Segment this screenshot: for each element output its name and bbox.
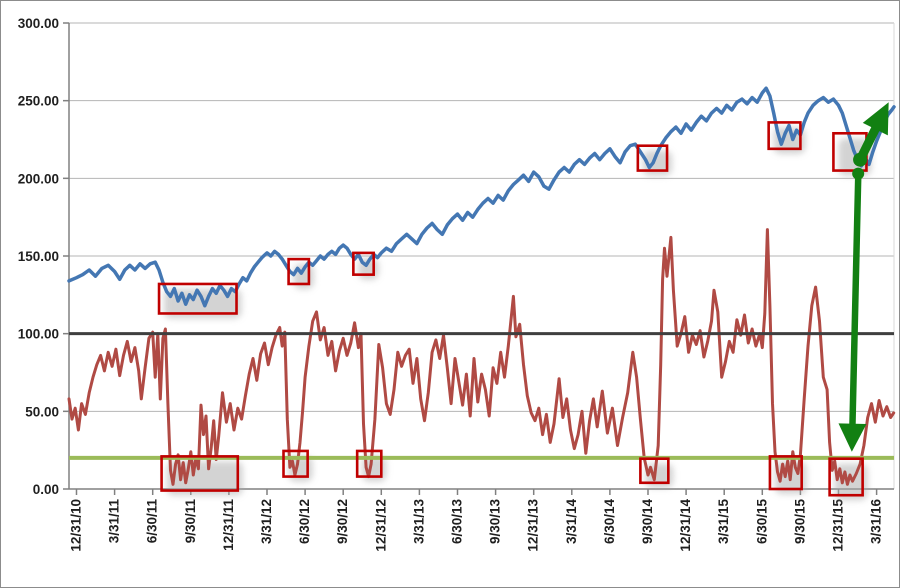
- arrow-up-projection-head: [862, 102, 889, 136]
- x-tick-label: 6/30/14: [602, 499, 617, 545]
- x-tick-label: 12/31/13: [526, 499, 541, 552]
- highlight-box: [767, 121, 802, 151]
- x-tick-label: 6/30/11: [145, 499, 160, 544]
- x-tick-label: 3/31/16: [869, 499, 884, 545]
- y-tick-label: 250.00: [18, 94, 59, 109]
- x-tick-label: 12/31/14: [678, 499, 693, 552]
- x-tick-label: 3/31/15: [716, 499, 731, 545]
- x-tick-label: 9/30/13: [488, 499, 503, 545]
- highlight-box: [768, 455, 803, 491]
- x-tick-label: 12/31/15: [831, 499, 846, 552]
- highlight-box: [282, 449, 309, 478]
- x-tick-label: 6/30/15: [754, 499, 769, 545]
- x-tick-label: 3/31/11: [107, 499, 122, 544]
- y-tick-label: 100.00: [18, 327, 59, 342]
- x-tick-label: 12/31/11: [221, 499, 236, 551]
- highlight-box-shadow: [834, 463, 868, 501]
- annotation-dot: [853, 152, 868, 167]
- x-tick-label: 12/31/12: [373, 499, 388, 552]
- highlight-box: [287, 257, 311, 286]
- x-tick-label: 3/31/14: [564, 499, 579, 545]
- highlight-box: [355, 449, 383, 478]
- highlight-box: [639, 457, 670, 485]
- highlight-box: [160, 455, 240, 492]
- index-line: [67, 86, 896, 308]
- x-tick-label: 6/30/13: [449, 499, 464, 545]
- arrow-down-to-oscillator: [849, 175, 862, 427]
- x-tick-label: 12/31/10: [68, 499, 83, 552]
- arrow-down-to-oscillator-head: [838, 423, 867, 452]
- y-tick-label: 200.00: [18, 171, 59, 186]
- y-tick-label: 300.00: [18, 16, 59, 31]
- x-tick-label: 9/30/14: [640, 499, 655, 545]
- x-tick-label: 9/30/15: [792, 499, 807, 545]
- y-tick-label: 150.00: [18, 249, 59, 264]
- highlight-box: [157, 282, 238, 315]
- highlight-box-shadow: [773, 127, 806, 154]
- highlight-box: [352, 251, 375, 276]
- y-tick-label: 50.00: [25, 404, 59, 419]
- highlight-box: [636, 144, 669, 172]
- y-tick-label: 0.00: [33, 482, 59, 497]
- x-tick-label: 3/31/12: [259, 499, 274, 544]
- x-tick-label: 9/30/12: [335, 499, 350, 544]
- x-tick-label: 9/30/11: [183, 499, 198, 544]
- x-tick-label: 6/30/12: [297, 499, 312, 544]
- annotation-dot: [852, 167, 865, 180]
- x-tick-label: 3/31/13: [411, 499, 426, 545]
- highlight-box: [828, 457, 864, 497]
- highlight-box-shadow: [166, 461, 243, 496]
